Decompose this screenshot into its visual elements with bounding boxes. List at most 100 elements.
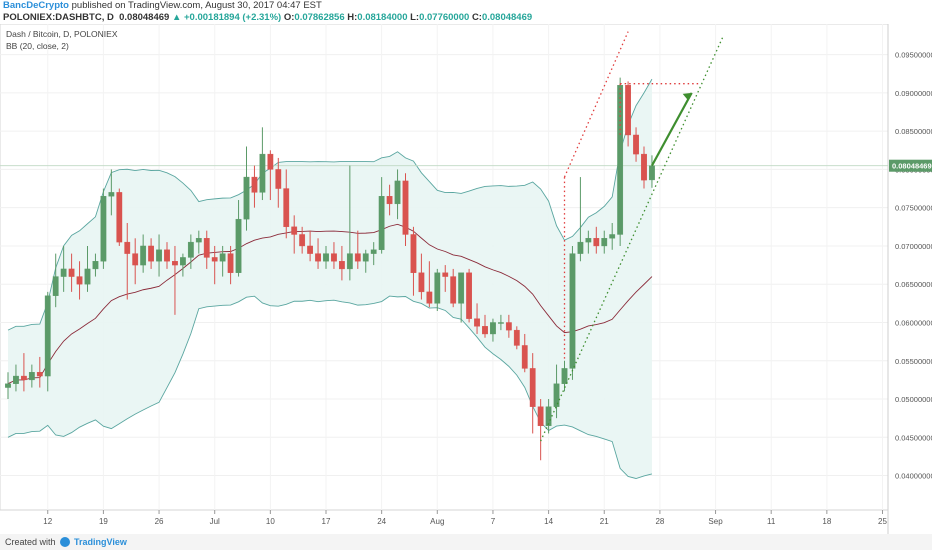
price-chart[interactable]: 0.04000000 0.04500000 0.05000000 0.05500000…: [0, 23, 932, 536]
candle: [561, 360, 568, 392]
candle: [172, 245, 178, 315]
x-tick-label: 24: [377, 517, 386, 526]
candle: [442, 265, 449, 292]
y-tick-label: 0.09500000: [895, 51, 932, 60]
x-tick-label: 17: [322, 517, 331, 526]
candle-body: [172, 261, 178, 266]
candle: [633, 127, 639, 162]
x-tick-label: 28: [655, 517, 664, 526]
candle: [243, 146, 250, 231]
x-tick-label: 12: [43, 517, 52, 526]
candle: [108, 169, 115, 216]
candle-body: [362, 253, 369, 262]
candle-body: [251, 176, 258, 193]
candle: [187, 234, 194, 269]
bollinger-basis: [7, 223, 653, 385]
candle-body: [148, 245, 154, 262]
x-tick-label: Jul: [210, 517, 220, 526]
bollinger-upper: [7, 78, 653, 331]
y-tick-label: 0.07500000: [895, 204, 932, 213]
last-price-tag: 0.08048469: [889, 159, 932, 172]
y-tick-label: 0.04000000: [895, 472, 932, 481]
candle-body: [132, 253, 139, 266]
candle-body: [283, 188, 290, 228]
candle-body: [235, 218, 242, 273]
candle: [402, 173, 409, 246]
footer: Created with TradingView: [0, 534, 932, 550]
tradingview-brand[interactable]: TradingView: [74, 537, 127, 547]
candle: [28, 364, 35, 388]
candle: [116, 188, 123, 246]
candle-body: [267, 153, 274, 170]
candle: [195, 230, 202, 254]
header: BancDeCrypto published on TradingView.co…: [0, 0, 932, 24]
candle: [36, 356, 43, 388]
candle: [219, 245, 226, 277]
candle-body: [108, 192, 115, 197]
candle: [211, 245, 218, 285]
candle-body: [100, 196, 107, 262]
candle: [299, 226, 306, 254]
candle: [450, 268, 457, 308]
candle: [68, 253, 75, 292]
x-tick-label: Aug: [430, 517, 444, 526]
candle-body: [529, 368, 536, 407]
candle-body: [458, 272, 465, 304]
candle-body: [307, 245, 313, 254]
candle-body: [537, 406, 544, 427]
candle-body: [68, 268, 75, 277]
candle: [148, 238, 154, 269]
candle: [323, 245, 329, 269]
candle-body: [498, 322, 504, 324]
x-tick-label: 18: [822, 517, 831, 526]
candle-body: [92, 261, 99, 270]
candle: [76, 261, 83, 300]
candle: [227, 245, 234, 285]
candle: [513, 326, 520, 350]
candle-body: [339, 261, 345, 270]
candle: [394, 169, 401, 220]
candle: [410, 226, 417, 296]
candle: [179, 253, 186, 277]
candle: [235, 200, 242, 277]
chart-legend-title: Dash / Bitcoin, D, POLONIEX: [6, 29, 118, 39]
candle: [283, 169, 290, 239]
candle: [625, 81, 632, 147]
candle: [641, 146, 647, 189]
author-link[interactable]: BancDeCrypto: [3, 0, 69, 11]
candle-body: [179, 257, 186, 266]
candle: [52, 253, 59, 308]
x-tick-label: 11: [767, 517, 776, 526]
candle-body: [386, 196, 393, 205]
candle: [466, 268, 472, 323]
candle: [609, 222, 616, 250]
y-tick-label: 0.09000000: [895, 89, 932, 98]
candle: [569, 245, 576, 380]
candle-body: [466, 272, 472, 319]
candle: [370, 242, 377, 266]
candle-body: [76, 276, 83, 285]
candle-body: [577, 241, 584, 254]
y-tick-label: 0.05500000: [895, 357, 932, 366]
high-value: 0.08184000: [357, 12, 408, 23]
candle-body: [617, 85, 624, 235]
candle-body: [450, 276, 457, 304]
candle: [267, 150, 274, 201]
candle-body: [346, 253, 353, 270]
candle-body: [354, 253, 361, 262]
candle: [577, 177, 584, 262]
candle-body: [482, 326, 488, 335]
candle-body: [545, 406, 552, 427]
candle: [418, 253, 425, 300]
chart-area[interactable]: 0.04000000 0.04500000 0.05000000 0.05500000…: [0, 23, 932, 536]
candle-body: [195, 238, 202, 243]
candle-body: [649, 165, 655, 181]
candle: [378, 177, 385, 254]
x-tick-label: 21: [600, 517, 609, 526]
candle-body: [28, 372, 35, 381]
candle: [458, 272, 465, 323]
candle-body: [44, 295, 51, 377]
y-tick-label: 0.05000000: [895, 395, 932, 404]
candle-body: [410, 234, 417, 273]
candle: [529, 353, 536, 434]
